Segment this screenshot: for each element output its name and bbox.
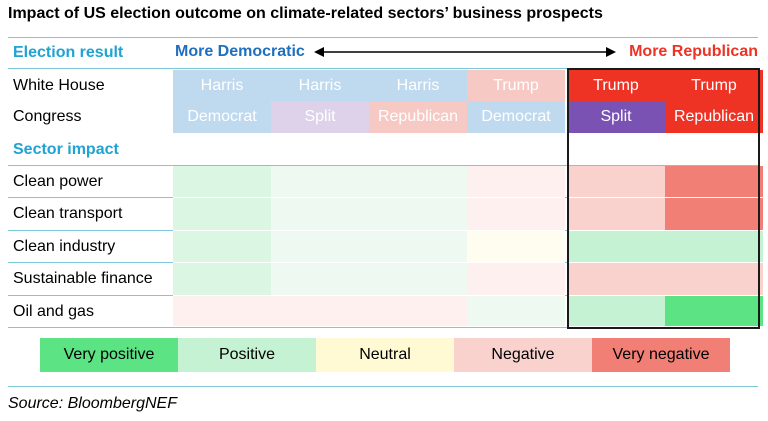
- impact-cell: [271, 263, 369, 296]
- source-note: Source: BloombergNEF: [8, 395, 177, 412]
- sector-label: Clean industry: [13, 238, 116, 255]
- congress-cell: Republican: [369, 101, 467, 133]
- impact-cell: [467, 296, 565, 327]
- double-arrow-icon: [314, 47, 616, 57]
- impact-cell: [665, 263, 763, 296]
- sector-label: Clean power: [13, 173, 103, 190]
- impact-cell: [369, 231, 467, 263]
- congress-cell: Democrat: [467, 101, 565, 133]
- divider-top: [8, 37, 758, 38]
- sector-impact-header: Sector impact: [13, 141, 119, 158]
- congress-row-label: Congress: [13, 108, 82, 125]
- more-republican-label: More Republican: [629, 43, 758, 60]
- white-house-row-label: White House: [13, 77, 105, 94]
- sector-label: Oil and gas: [13, 303, 94, 320]
- impact-cell: [173, 198, 271, 231]
- impact-cell: [271, 296, 369, 327]
- impact-cell: [665, 198, 763, 231]
- impact-cell: [665, 231, 763, 263]
- white-house-cell: Harris: [369, 70, 467, 101]
- impact-cell: [567, 296, 665, 327]
- impact-cell: [271, 231, 369, 263]
- impact-cell: [665, 296, 763, 327]
- legend-item: Very positive: [40, 338, 178, 372]
- impact-cell: [467, 166, 565, 198]
- white-house-cell: Trump: [467, 70, 565, 101]
- white-house-cell: Harris: [173, 70, 271, 101]
- impact-cell: [369, 166, 467, 198]
- white-house-cell: Harris: [271, 70, 369, 101]
- white-house-cell: Trump: [567, 70, 665, 101]
- impact-cell: [567, 231, 665, 263]
- impact-cell: [271, 166, 369, 198]
- impact-cell: [369, 296, 467, 327]
- impact-cell: [567, 198, 665, 231]
- impact-cell: [173, 231, 271, 263]
- congress-cell: Democrat: [173, 101, 271, 133]
- impact-cell: [567, 263, 665, 296]
- legend-item: Very negative: [592, 338, 730, 372]
- impact-cell: [467, 231, 565, 263]
- impact-cell: [173, 166, 271, 198]
- impact-cell: [567, 166, 665, 198]
- divider-footer: [8, 386, 758, 387]
- legend-item: Negative: [454, 338, 592, 372]
- divider-sector-1: [8, 165, 758, 166]
- impact-cell: [173, 296, 271, 327]
- impact-cell: [467, 263, 565, 296]
- white-house-cell: Trump: [665, 70, 763, 101]
- more-democratic-label: More Democratic: [175, 43, 305, 60]
- legend-item: Positive: [178, 338, 316, 372]
- impact-cell: [467, 198, 565, 231]
- election-result-header: Election result: [13, 44, 124, 61]
- divider-sector-bottom: [8, 327, 758, 328]
- divider-header: [8, 68, 758, 69]
- congress-cell: Split: [567, 101, 665, 133]
- sector-label: Clean transport: [13, 205, 123, 222]
- chart-title: Impact of US election outcome on climate…: [8, 5, 603, 22]
- impact-cell: [173, 263, 271, 296]
- sector-label: Sustainable finance: [13, 270, 153, 287]
- congress-cell: Split: [271, 101, 369, 133]
- legend-item: Neutral: [316, 338, 454, 372]
- congress-cell: Republican: [665, 101, 763, 133]
- impact-cell: [369, 263, 467, 296]
- impact-cell: [271, 198, 369, 231]
- impact-cell: [369, 198, 467, 231]
- impact-cell: [665, 166, 763, 198]
